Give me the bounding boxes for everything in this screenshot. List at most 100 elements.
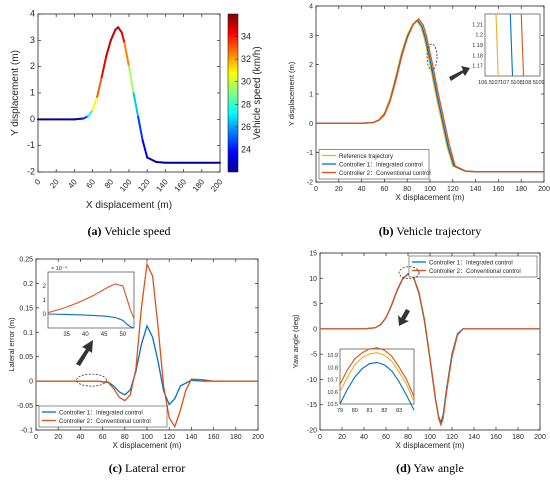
y-tick-label: 15 [309, 251, 317, 258]
panel-caption: (b) Vehicle trajectory [379, 224, 481, 238]
series-line-2 [316, 17, 544, 173]
y-tick-label: -0.05 [17, 403, 33, 410]
inset-line [339, 361, 415, 411]
x-tick-label: 20 [335, 186, 343, 193]
series-line-1 [36, 261, 258, 429]
arrow-icon [398, 309, 410, 326]
inset-x-tick: 83 [396, 408, 402, 414]
x-tick-label: 20 [54, 434, 62, 441]
trajectory-segment [123, 41, 130, 68]
series-line-1 [320, 272, 540, 427]
panel-c: 0 20 40 60 80 100 120 140 160 180 200-0.1-0.0500.0… [7, 257, 264, 476]
y-tick-label: 0.15 [19, 305, 33, 312]
inset-c [47, 271, 135, 329]
series-line-0 [36, 324, 258, 406]
inset-x-tick: 80 [352, 408, 358, 414]
trajectory-segment [117, 26, 123, 34]
inset-x-tick: 40 [82, 332, 89, 338]
inset-x-tick: 82 [381, 408, 387, 414]
x-tick-label: 40 [66, 177, 79, 190]
x-tick-label: 60 [382, 434, 390, 441]
x-tick-label: 80 [103, 177, 116, 190]
caption-text: Vehicle speed [101, 224, 170, 238]
x-tick-label: 140 [186, 434, 198, 441]
y-tick-label: 10 [309, 276, 317, 283]
trajectory-segment [132, 92, 140, 118]
panel-b: 0 20 40 60 80 100 120 140 160 180 200 -2 -1 0 1 2 3 4 X di… [287, 4, 550, 239]
x-tick-label: 120 [446, 434, 458, 441]
x-tick-label: 140 [468, 434, 480, 441]
inset-y-tick: 10.9 [327, 353, 338, 359]
trajectory-segment [109, 28, 117, 42]
x-tick-label: 140 [470, 186, 482, 193]
legend-box [408, 255, 538, 278]
inset-x-tick: 81 [367, 408, 373, 414]
x-tick-label: 0 [314, 186, 318, 193]
x-axis-label: X displacement (m) [86, 200, 172, 211]
inset-x-tick: 107 [491, 80, 500, 86]
legend-label: Reference trajectory [339, 154, 393, 160]
x-tick-label: 40 [77, 434, 85, 441]
x-tick-label: 160 [208, 434, 220, 441]
y-tick-label: 5 [313, 301, 317, 308]
x-tick-label: 200 [209, 177, 225, 193]
x-tick-label: 20 [338, 434, 346, 441]
y-tick-label: 0 [30, 114, 35, 124]
trajectory-segment [128, 65, 135, 94]
x-axis-label: X displacement (m) [113, 441, 182, 450]
y-tick-label: 0.25 [19, 257, 33, 264]
caption-text: Lateral error [122, 461, 185, 475]
x-tick-label: 40 [360, 434, 368, 441]
caption-letter: (c) [109, 461, 122, 475]
colorbar-tick-label: 26 [241, 122, 251, 132]
panel-d: 0 20 40 60 80 100 120 140 160 180 200 -20 -15 -10 -5 0 5… [291, 251, 546, 476]
inset-x-tick: 35 [63, 332, 70, 338]
y-tick-label: 3 [309, 33, 313, 40]
zoom-ellipse [426, 43, 438, 71]
inset-y-tick: 0 [43, 312, 47, 318]
x-tick-label: 160 [490, 434, 502, 441]
y-tick-label: -10 [307, 377, 317, 384]
zoom-ellipse [398, 266, 420, 280]
x-tick-label: 100 [118, 177, 134, 193]
inset-line [339, 352, 415, 402]
x-tick-label: 100 [424, 186, 436, 193]
legend: Controller 1：Integrated control Controlle… [38, 405, 168, 428]
y-tick-label: 2 [309, 62, 313, 69]
trajectory-segment [120, 31, 126, 44]
y-axis-label: Yaw angle (deg) [291, 314, 300, 369]
colorbar-label: Vehicle speed (km/h) [252, 46, 263, 139]
zoom-ellipse [76, 373, 107, 387]
x-tick-label: 0 [318, 434, 322, 441]
x-tick-label: 180 [515, 186, 527, 193]
x-tick-label: 120 [447, 186, 459, 193]
x-tick-label: 60 [381, 186, 389, 193]
legend-label: Controller 2：Conventional control [429, 269, 521, 275]
y-tick-label: 0.1 [23, 330, 33, 337]
inset-x-tick: 108 [513, 80, 522, 86]
x-axis-label: X displacement (m) [396, 193, 465, 202]
inset-x-tick: 79 [337, 408, 343, 414]
inset-y-tick: 1.21 [472, 22, 483, 28]
y-tick-label: -20 [307, 428, 317, 435]
x-tick-label: 60 [99, 434, 107, 441]
x-tick-label: 200 [534, 434, 546, 441]
panel-caption: (d) Yaw angle [396, 461, 464, 475]
inset-line [495, 13, 499, 77]
inset-frame [339, 348, 415, 405]
colorbar-tick-label: 32 [241, 54, 251, 64]
x-tick-label: 0 [34, 434, 38, 441]
y-tick-label: 0 [29, 379, 33, 386]
x-tick-label: 200 [252, 434, 264, 441]
trajectory-segment [141, 139, 149, 159]
legend-box [318, 149, 430, 180]
y-tick-label: 1 [30, 88, 35, 98]
colorbar-tick-label: 24 [241, 144, 251, 154]
trajectory-segment [91, 95, 99, 112]
colorbar [227, 13, 239, 173]
x-tick-label: 160 [173, 177, 189, 193]
x-tick-label: 120 [136, 177, 152, 193]
inset-line [47, 313, 135, 329]
